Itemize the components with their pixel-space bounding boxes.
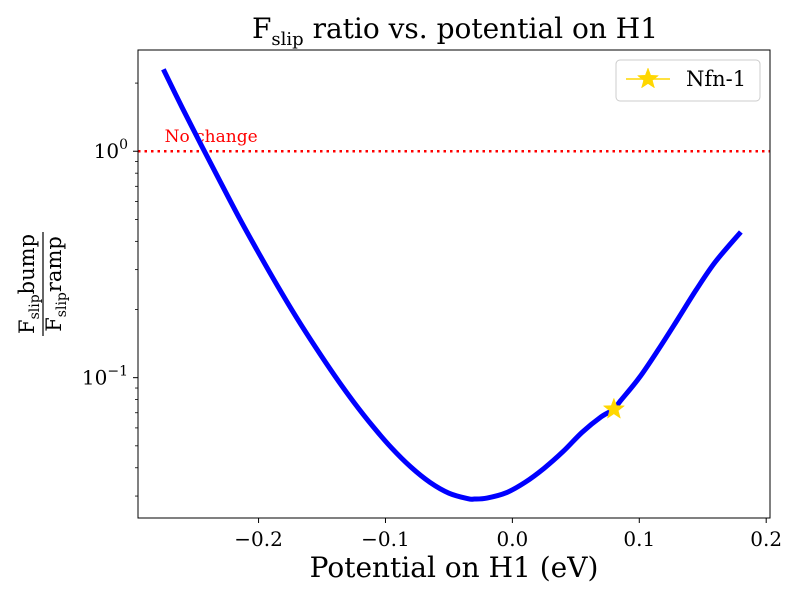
series-line-0 [161, 68, 743, 502]
y-label-numerator: Fslipbump [15, 234, 43, 334]
legend-label: Nfn-1 [686, 67, 746, 91]
legend: Nfn-1 [615, 59, 761, 102]
x-tick-label: 0.0 [496, 527, 528, 551]
x-tick-label: −0.1 [361, 527, 410, 551]
highlight-star-marker [602, 397, 626, 419]
x-tick-label: 0.1 [623, 527, 655, 551]
y-tick-label: 10−1 [82, 364, 128, 390]
chart-title: Fslip ratio vs. potential on H1 [252, 12, 658, 50]
legend-box [615, 59, 761, 102]
y-label-denominator: Fslipramp [42, 236, 70, 332]
legend-star-icon [636, 67, 660, 89]
x-tick-label: 0.2 [750, 527, 782, 551]
x-axis-label: Potential on H1 (eV) [310, 551, 599, 584]
plot-frame [137, 49, 771, 519]
y-axis-label: Fslipbump Fslipramp [15, 232, 70, 336]
plot-content: No change [138, 68, 770, 502]
axis-ticks: −0.2 −0.1 0.0 0.1 0.2 100 10−1 [82, 82, 782, 551]
reference-line-label: No change [165, 127, 258, 147]
x-tick-label: −0.2 [234, 527, 283, 551]
y-tick-label: 100 [94, 137, 128, 163]
